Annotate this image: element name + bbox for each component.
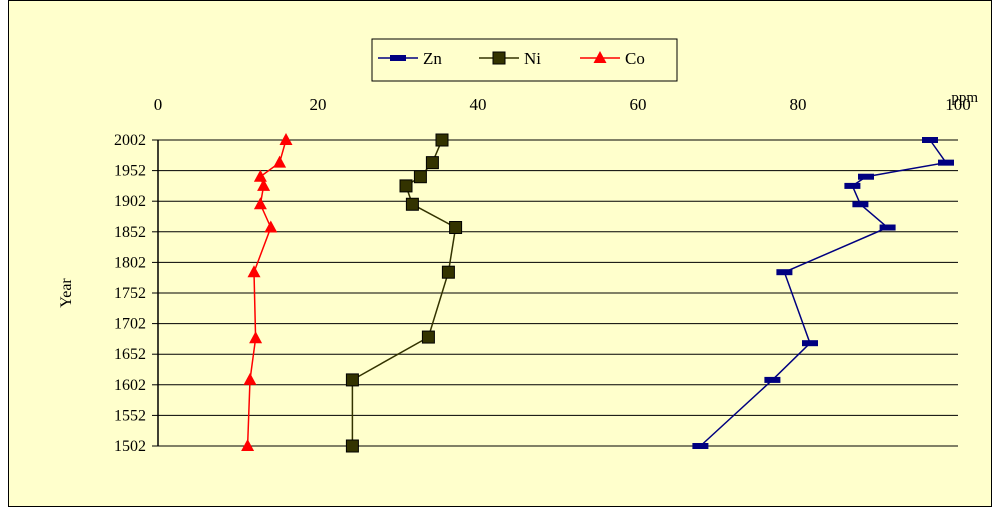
y-tick-label: 1652 [114,346,146,363]
y-tick-labels: 2002 1952 1902 1852 1802 1752 1702 1652 1602 1552… [114,132,146,455]
x-tick-label: 100 [945,95,971,114]
data-point-co [264,220,278,233]
data-point-ni [435,133,449,147]
data-point-zn [802,340,818,347]
legend-label-co: Co [625,49,645,68]
y-tick-label: 2002 [114,132,146,149]
data-point-zn [692,443,709,449]
data-point-zn [938,159,954,166]
data-point-zn [858,173,874,180]
legend: Zn Ni Co [371,38,678,82]
data-point-zn [922,137,938,143]
legend-label-zn: Zn [423,49,442,68]
data-point-zn [764,376,781,383]
x-tick-label: 0 [154,95,163,114]
x-unit-label: ppm [951,90,978,106]
y-tick-label: 1502 [114,438,146,455]
series-line-co [246,139,287,447]
data-point-zn [844,182,861,189]
legend-label-ni: Ni [524,49,541,68]
data-point-ni [399,179,413,193]
series-line-ni [351,139,457,446]
y-tick-label: 1752 [114,285,146,302]
x-tick-label: 40 [470,95,487,114]
data-point-co [253,169,267,182]
series-line-zn [699,139,948,447]
data-point-ni [345,373,359,387]
y-tick-label: 1552 [114,407,146,424]
data-point-ni [345,439,359,453]
legend-box [371,38,678,82]
y-axis-title: Year [58,278,75,308]
data-point-co [257,178,271,191]
series-zn [692,137,954,449]
data-point-co [241,439,255,451]
data-point-co [249,331,263,344]
legend-marker-ni [492,51,506,65]
data-point-co [247,265,261,278]
x-tick-label: 60 [630,95,647,114]
data-point-ni [405,197,419,211]
legend-marker-co [593,51,607,63]
y-tick-label: 1852 [114,224,146,241]
series-layer [241,133,954,453]
y-tick-label: 1802 [114,254,146,271]
x-tick-labels: 0 20 40 60 80 100 [154,95,971,114]
data-point-zn [852,201,869,208]
gridlines [152,139,958,447]
y-tick-label: 1952 [114,163,146,180]
data-point-co [243,372,257,385]
series-ni [345,133,463,453]
data-point-co [273,155,287,168]
y-tick-label: 1702 [114,316,146,333]
data-point-ni [441,265,455,279]
data-point-zn [776,269,793,276]
legend-marker-zn [390,55,406,61]
data-point-ni [421,330,435,344]
data-point-co [253,197,267,210]
y-tick-label: 1902 [114,193,146,210]
x-tick-label: 80 [790,95,807,114]
series-co [241,133,293,451]
data-point-co [279,133,293,145]
x-tick-label: 20 [310,95,327,114]
data-point-ni [413,170,427,184]
data-point-zn [879,224,896,231]
data-point-ni [425,156,439,170]
data-point-ni [449,221,463,235]
y-tick-label: 1602 [114,377,146,394]
